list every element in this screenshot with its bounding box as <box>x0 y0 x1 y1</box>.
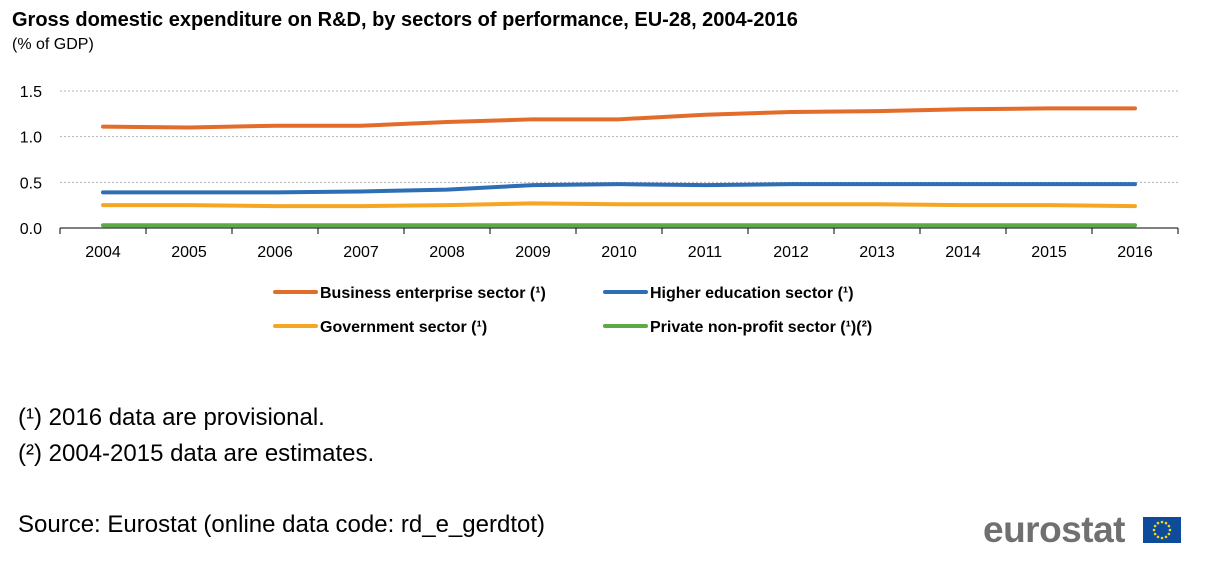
grid-lines <box>60 90 1178 183</box>
eu-flag-icon <box>1143 517 1181 543</box>
y-tick-label: 0.5 <box>20 175 42 192</box>
series-line <box>101 182 1137 195</box>
x-tick-label: 2011 <box>688 244 723 261</box>
y-tick-label: 0.0 <box>20 221 42 238</box>
legend-label: Private non-profit sector (¹)(²) <box>650 319 872 336</box>
legend-label: Business enterprise sector (¹) <box>320 285 546 302</box>
line-chart: 0.0 0.5 1.0 1.5 2004 2005 2006 2007 2008 2009 2010… <box>20 84 1179 336</box>
chart-title: Gross domestic expenditure on R&D, by se… <box>12 9 798 31</box>
series-lines <box>101 106 1137 228</box>
series-line <box>101 106 1137 130</box>
axes: 0.0 0.5 1.0 1.5 2004 2005 2006 2007 2008 2009 2010… <box>20 84 1179 261</box>
footnote-provisional: (¹) 2016 data are provisional. <box>18 404 325 431</box>
x-tick-label: 2015 <box>1031 244 1067 261</box>
y-tick-label: 1.0 <box>20 130 42 147</box>
x-tick-label: 2009 <box>515 244 551 261</box>
x-tick-label: 2008 <box>429 244 465 261</box>
x-tick-label: 2004 <box>85 244 121 261</box>
source-note: Source: Eurostat (online data code: rd_e… <box>18 511 545 538</box>
x-tick-label: 2012 <box>773 244 809 261</box>
x-tick-label: 2006 <box>257 244 293 261</box>
x-tick-label: 2013 <box>859 244 895 261</box>
series-line <box>101 201 1137 209</box>
y-tick-label: 1.5 <box>20 84 42 101</box>
legend-label: Higher education sector (¹) <box>650 285 854 302</box>
x-tick-label: 2007 <box>343 244 379 261</box>
chart-subtitle: (% of GDP) <box>12 36 94 53</box>
legend: Business enterprise sector (¹) Higher edu… <box>273 285 872 336</box>
legend-label: Government sector (¹) <box>320 319 487 336</box>
x-tick-label: 2016 <box>1117 244 1153 261</box>
x-tick-label: 2010 <box>601 244 637 261</box>
x-tick-label: 2014 <box>945 244 981 261</box>
eurostat-wordmark: eurostat <box>983 509 1125 550</box>
footnote-estimates: (²) 2004-2015 data are estimates. <box>18 440 375 467</box>
x-tick-label: 2005 <box>171 244 207 261</box>
